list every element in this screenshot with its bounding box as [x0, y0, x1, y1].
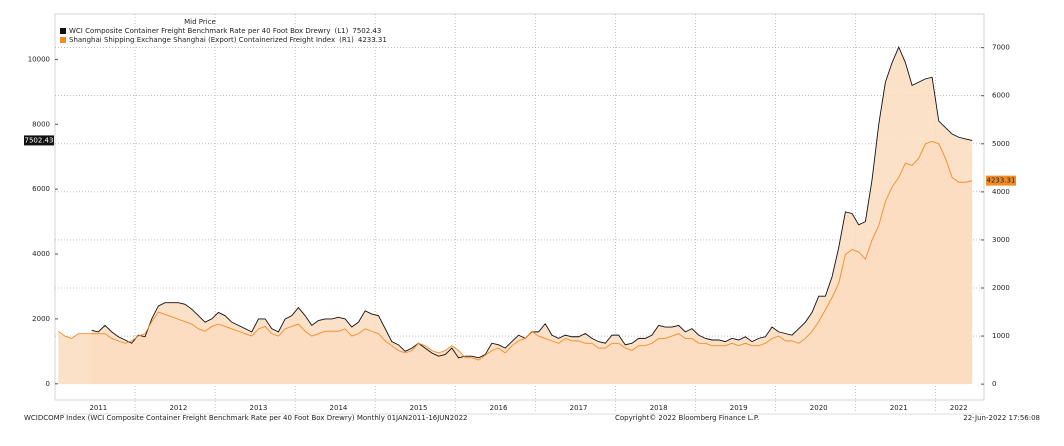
x-tick-label: 2015	[410, 404, 428, 412]
line-layer	[58, 45, 973, 361]
y2-tick-label: 6000	[992, 92, 1010, 100]
y-tick-label: 10000	[28, 55, 50, 63]
legend-part: 7502.43	[352, 27, 381, 35]
area-layer	[58, 47, 973, 385]
plot-frame	[54, 13, 985, 401]
x-tick-label: 2017	[570, 404, 588, 412]
y2-tick-label: 2000	[992, 284, 1010, 292]
x-tick-label: 2019	[730, 404, 748, 412]
y-tick-label: 0	[46, 380, 50, 388]
legend-part: 4233.31	[358, 36, 387, 44]
legend-swatch	[60, 28, 66, 34]
y2-tick-label: 5000	[992, 140, 1010, 148]
last-value-tag	[986, 175, 1016, 186]
series-area	[58, 141, 973, 385]
y2-tick-label: 0	[992, 380, 996, 388]
legend-title: Mid Price	[184, 18, 216, 26]
legend-part: Shanghai Shipping Exchange Shanghai (Exp…	[69, 36, 335, 44]
footer-right: 22-Jun-2022 17:56:08	[963, 414, 1040, 422]
y-tick-label: 8000	[32, 120, 50, 128]
x-tick-label: 2012	[169, 404, 187, 412]
x-tick-label: 2018	[650, 404, 668, 412]
legend-label: Shanghai Shipping Exchange Shanghai (Exp…	[69, 36, 387, 44]
x-tick-label: 2014	[330, 404, 348, 412]
footer-center: Copyright© 2022 Bloomberg Finance L.P.	[615, 414, 759, 422]
legend-part: (R1)	[339, 36, 354, 44]
legend-part: WCI Composite Container Freight Benchmar…	[69, 27, 331, 35]
y2-tick-label: 3000	[992, 236, 1010, 244]
x-tick-label: 2016	[490, 404, 508, 412]
x-tick-label: 2022	[950, 404, 968, 412]
y-tick-label: 6000	[32, 185, 50, 193]
last-value-tag	[24, 135, 54, 146]
series-line	[58, 140, 973, 361]
x-tick-label: 2011	[89, 404, 107, 412]
y-tick-label: 2000	[32, 315, 50, 323]
last-value-label: 7502.43	[25, 136, 54, 144]
y2-tick-label: 4000	[992, 188, 1010, 196]
x-tick-label: 2013	[250, 404, 268, 412]
last-value-label: 4233.31	[987, 177, 1016, 185]
y2-tick-label: 1000	[992, 332, 1010, 340]
legend-part: (L1)	[335, 27, 349, 35]
x-tick-label: 2020	[810, 404, 828, 412]
y2-tick-label: 7000	[992, 44, 1010, 52]
legend-label: WCI Composite Container Freight Benchmar…	[69, 27, 381, 35]
x-tick-label: 2021	[890, 404, 908, 412]
y-tick-label: 4000	[32, 250, 50, 258]
footer-left: WCIDCOMP Index (WCI Composite Container …	[24, 414, 467, 422]
legend-swatch	[60, 37, 66, 43]
